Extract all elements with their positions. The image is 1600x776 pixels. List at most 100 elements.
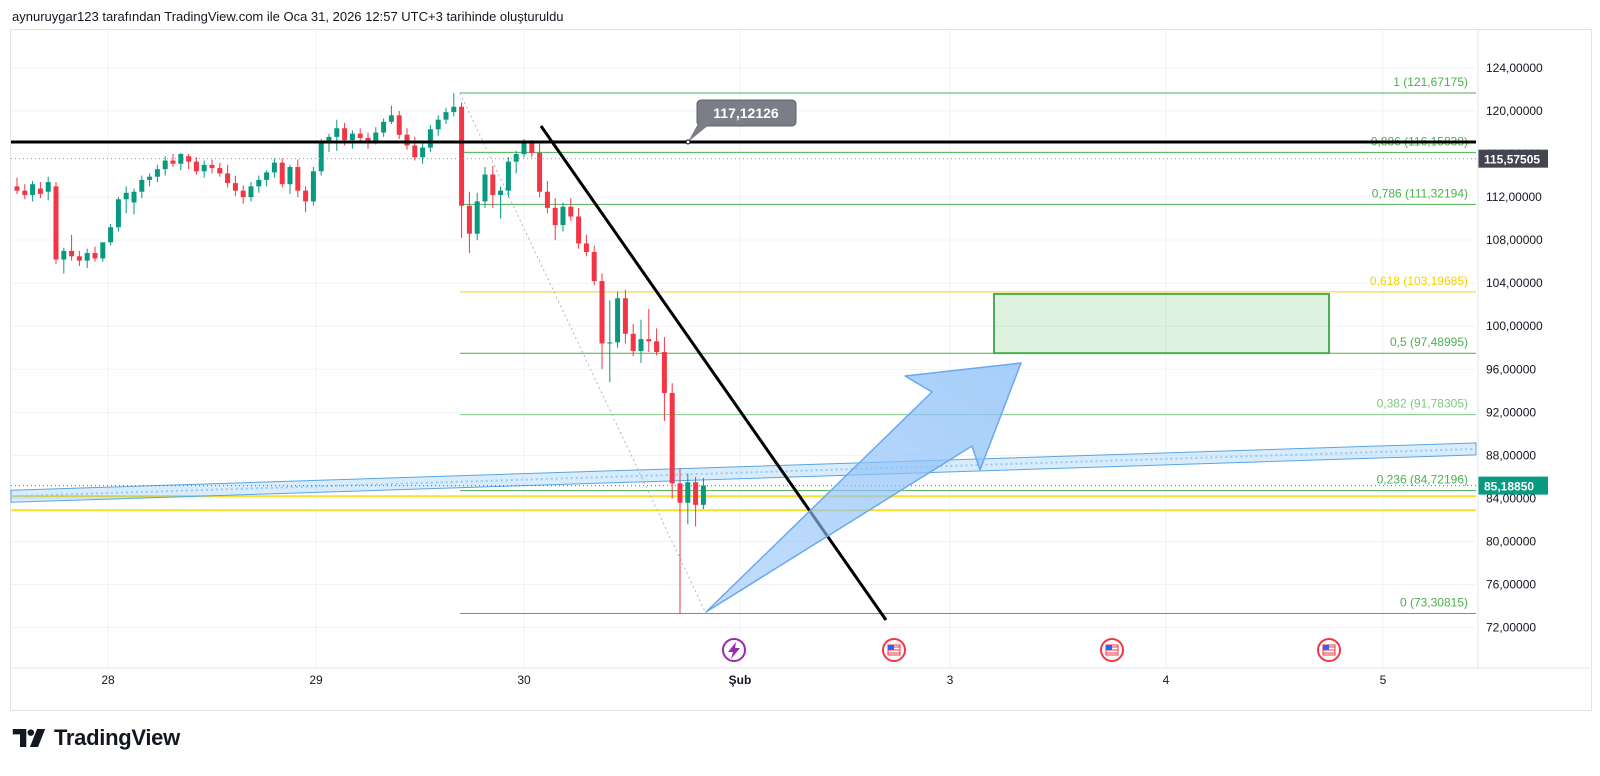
candle-body xyxy=(622,298,628,334)
chart-frame[interactable] xyxy=(10,29,1592,711)
downtrend-line xyxy=(539,125,888,621)
price-axis-tick: 88,00000 xyxy=(1486,448,1536,462)
candle-body xyxy=(193,161,199,172)
candle-body xyxy=(599,281,605,344)
price-axis-tick: 112,00000 xyxy=(1486,190,1542,204)
channel-midline xyxy=(10,447,1477,498)
candle-body xyxy=(147,176,153,180)
price-axis-tick: 100,00000 xyxy=(1486,319,1543,333)
flag-canton xyxy=(1106,645,1112,650)
price-tag-text: 115,57505 xyxy=(1484,153,1540,167)
candle-body xyxy=(583,243,589,252)
candle-body xyxy=(474,201,480,234)
candle-body xyxy=(76,256,82,261)
candle-body xyxy=(669,392,675,484)
price-axis-tick: 72,00000 xyxy=(1486,621,1536,635)
candle-body xyxy=(412,145,418,158)
grid-lines xyxy=(11,30,1476,668)
candle-body xyxy=(232,183,238,191)
candle-body xyxy=(357,133,363,138)
price-callout xyxy=(696,99,797,127)
time-axis-tick: 3 xyxy=(947,673,954,687)
us-event-icon xyxy=(1317,638,1341,662)
lightning-event-icon xyxy=(722,638,746,662)
price-tag-text: 85,18850 xyxy=(1484,480,1534,494)
price-axis-tick: 124,00000 xyxy=(1486,61,1543,75)
candle-body xyxy=(537,153,543,192)
candle-body xyxy=(61,250,67,260)
candle-body xyxy=(201,164,207,172)
candle-body xyxy=(162,160,168,170)
candle-body xyxy=(576,216,582,244)
candle-body xyxy=(505,161,511,191)
candle-body xyxy=(170,160,176,164)
candle-body xyxy=(342,128,348,141)
candle-body xyxy=(326,136,332,144)
fib-label: 1 (121,67175) xyxy=(1393,75,1468,89)
candle-body xyxy=(22,190,28,195)
candle-body xyxy=(661,352,667,393)
candle-body xyxy=(14,186,20,191)
candle-body xyxy=(139,179,145,192)
target-box-layer xyxy=(993,292,1330,355)
price-axis[interactable]: 124,00000120,00000116,00000112,00000108,… xyxy=(1477,30,1548,668)
tradingview-logo-icon xyxy=(12,729,46,747)
candle-body xyxy=(654,341,660,353)
fibonacci-levels[interactable]: 1 (121,67175)0,886 (116,15838)0,786 (111… xyxy=(459,75,1476,614)
candle-body xyxy=(560,206,566,226)
time-axis-tick: 4 xyxy=(1163,673,1170,687)
drawings[interactable]: 117,12126 xyxy=(11,99,1476,621)
candle-body xyxy=(248,186,254,198)
candle-body xyxy=(92,253,98,259)
time-axis[interactable]: 28 29 30 Şub 3 4 5 xyxy=(11,667,1590,687)
candlesticks xyxy=(14,93,706,614)
candle-body xyxy=(466,205,472,234)
candle-body xyxy=(373,132,379,142)
candle-body xyxy=(154,169,160,177)
candle-body xyxy=(388,115,394,122)
fib-label: 0,236 (84,72196) xyxy=(1377,473,1468,487)
candle-body xyxy=(615,298,621,343)
projection-arrow xyxy=(705,362,1022,613)
price-axis-tick: 108,00000 xyxy=(1486,233,1543,247)
candle-body xyxy=(349,133,355,141)
candle-body xyxy=(30,184,36,195)
candle-body xyxy=(552,207,558,226)
candle-body xyxy=(685,482,691,503)
candle-body xyxy=(365,137,371,142)
candle-body xyxy=(287,166,293,185)
time-axis-tick: 28 xyxy=(101,673,115,687)
candle-body xyxy=(240,190,246,198)
candle-body xyxy=(295,166,301,191)
price-axis-tick: 80,00000 xyxy=(1486,534,1536,548)
candle-body xyxy=(53,186,59,260)
us-event-icon xyxy=(1100,638,1124,662)
candle-body xyxy=(646,339,652,342)
candle-body xyxy=(334,128,340,137)
tradingview-logo[interactable]: TradingView xyxy=(12,725,180,751)
candle-body xyxy=(638,339,644,351)
candle-body xyxy=(396,115,402,135)
price-axis-tick: 92,00000 xyxy=(1486,405,1536,419)
candle-body xyxy=(217,168,223,174)
chart-canvas[interactable]: 1 (121,67175)0,886 (116,15838)0,786 (111… xyxy=(0,0,1600,712)
candle-body xyxy=(84,253,90,261)
trend-channel[interactable] xyxy=(10,442,1477,503)
candle-body xyxy=(529,142,535,154)
candle-body xyxy=(69,250,75,257)
candle-body xyxy=(178,154,184,164)
candle-body xyxy=(607,342,613,344)
candle-body xyxy=(209,164,215,169)
fib-label: 0,5 (97,48995) xyxy=(1390,335,1468,349)
candle-body xyxy=(568,206,574,217)
candle-body xyxy=(677,483,683,503)
candle-body xyxy=(544,191,550,208)
candle-body xyxy=(443,112,449,120)
candle-body xyxy=(100,242,106,259)
flag-canton xyxy=(888,645,894,650)
candle-body xyxy=(115,199,121,228)
price-axis-tick: 120,00000 xyxy=(1486,104,1543,118)
event-icons[interactable] xyxy=(722,638,1341,662)
us-event-icon xyxy=(882,638,906,662)
candle-body xyxy=(591,251,597,282)
